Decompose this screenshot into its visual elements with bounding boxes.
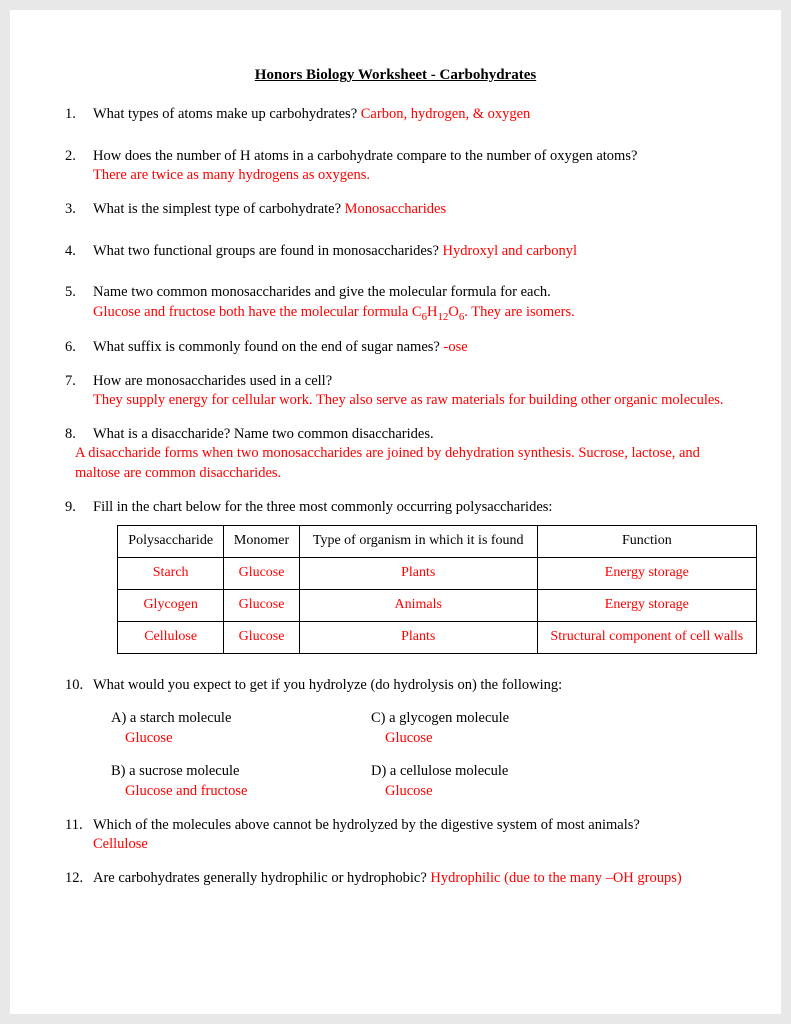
q8-text: What is a disaccharide? Name two common …	[93, 426, 434, 442]
q9-text: Fill in the chart below for the three mo…	[93, 499, 552, 515]
q8-answer: A disaccharide forms when two monosaccha…	[75, 444, 726, 483]
question-10: What would you expect to get if you hydr…	[65, 676, 726, 802]
cell: Energy storage	[537, 589, 756, 621]
cell: Plants	[299, 621, 537, 653]
q10-a: A) a starch molecule Glucose	[111, 709, 371, 748]
cell: Glycogen	[118, 589, 224, 621]
q5-ans-pre: Glucose and fructose both have the molec…	[93, 304, 422, 320]
q10-a-label: A) a starch molecule	[111, 709, 371, 729]
page-title: Honors Biology Worksheet - Carbohydrates	[65, 65, 726, 85]
table-row: Cellulose Glucose Plants Structural comp…	[118, 621, 757, 653]
q12-answer: Hydrophilic (due to the many –OH groups)	[430, 870, 681, 886]
q5-ans-post: . They are isomers.	[464, 304, 574, 320]
q3-text: What is the simplest type of carbohydrat…	[93, 201, 345, 217]
question-list: What types of atoms make up carbohydrate…	[65, 105, 726, 888]
q5-answer: Glucose and fructose both have the molec…	[93, 304, 575, 320]
cell: Glucose	[224, 589, 299, 621]
table-row: Starch Glucose Plants Energy storage	[118, 558, 757, 590]
worksheet-page: Honors Biology Worksheet - Carbohydrates…	[10, 10, 781, 1014]
question-8: What is a disaccharide? Name two common …	[65, 425, 726, 484]
th-polysaccharide: Polysaccharide	[118, 526, 224, 558]
cell: Glucose	[224, 621, 299, 653]
q10-d-answer: Glucose	[371, 782, 631, 802]
table-header-row: Polysaccharide Monomer Type of organism …	[118, 526, 757, 558]
question-11: Which of the molecules above cannot be h…	[65, 816, 726, 855]
th-monomer: Monomer	[224, 526, 299, 558]
q7-text: How are monosaccharides used in a cell?	[93, 373, 332, 389]
th-organism: Type of organism in which it is found	[299, 526, 537, 558]
q2-answer: There are twice as many hydrogens as oxy…	[93, 167, 370, 183]
question-1: What types of atoms make up carbohydrate…	[65, 105, 726, 125]
q4-text: What two functional groups are found in …	[93, 243, 443, 259]
question-5: Name two common monosaccharides and give…	[65, 283, 726, 324]
q10-c-label: C) a glycogen molecule	[371, 709, 631, 729]
th-function: Function	[537, 526, 756, 558]
polysaccharide-table: Polysaccharide Monomer Type of organism …	[117, 525, 757, 654]
q10-b: B) a sucrose molecule Glucose and fructo…	[111, 762, 371, 801]
q6-text: What suffix is commonly found on the end…	[93, 339, 443, 355]
q1-text: What types of atoms make up carbohydrate…	[93, 106, 361, 122]
cell: Structural component of cell walls	[537, 621, 756, 653]
cell: Cellulose	[118, 621, 224, 653]
cell: Starch	[118, 558, 224, 590]
q10-b-answer: Glucose and fructose	[111, 782, 371, 802]
q6-answer: -ose	[443, 339, 467, 355]
table-row: Glycogen Glucose Animals Energy storage	[118, 589, 757, 621]
q10-row-2: B) a sucrose molecule Glucose and fructo…	[111, 762, 726, 801]
q10-c: C) a glycogen molecule Glucose	[371, 709, 631, 748]
question-3: What is the simplest type of carbohydrat…	[65, 200, 726, 220]
q10-d-label: D) a cellulose molecule	[371, 762, 631, 782]
cell: Animals	[299, 589, 537, 621]
q5-text: Name two common monosaccharides and give…	[93, 284, 551, 300]
q10-text: What would you expect to get if you hydr…	[93, 677, 562, 693]
q10-options: A) a starch molecule Glucose C) a glycog…	[93, 709, 726, 801]
cell: Energy storage	[537, 558, 756, 590]
q12-text: Are carbohydrates generally hydrophilic …	[93, 870, 430, 886]
q10-d: D) a cellulose molecule Glucose	[371, 762, 631, 801]
question-7: How are monosaccharides used in a cell? …	[65, 372, 726, 411]
q3-answer: Monosaccharides	[345, 201, 446, 217]
q1-answer: Carbon, hydrogen, & oxygen	[361, 106, 531, 122]
q7-answer: They supply energy for cellular work. Th…	[93, 392, 724, 408]
question-12: Are carbohydrates generally hydrophilic …	[65, 869, 726, 889]
question-2: How does the number of H atoms in a carb…	[65, 147, 726, 186]
q10-b-label: B) a sucrose molecule	[111, 762, 371, 782]
q10-c-answer: Glucose	[371, 729, 631, 749]
q10-a-answer: Glucose	[111, 729, 371, 749]
q4-answer: Hydroxyl and carbonyl	[443, 243, 578, 259]
question-9: Fill in the chart below for the three mo…	[65, 498, 726, 654]
q10-row-1: A) a starch molecule Glucose C) a glycog…	[111, 709, 726, 748]
q2-text: How does the number of H atoms in a carb…	[93, 148, 637, 164]
question-4: What two functional groups are found in …	[65, 242, 726, 262]
q11-answer: Cellulose	[93, 836, 148, 852]
cell: Glucose	[224, 558, 299, 590]
q11-text: Which of the molecules above cannot be h…	[93, 817, 640, 833]
question-6: What suffix is commonly found on the end…	[65, 338, 726, 358]
cell: Plants	[299, 558, 537, 590]
